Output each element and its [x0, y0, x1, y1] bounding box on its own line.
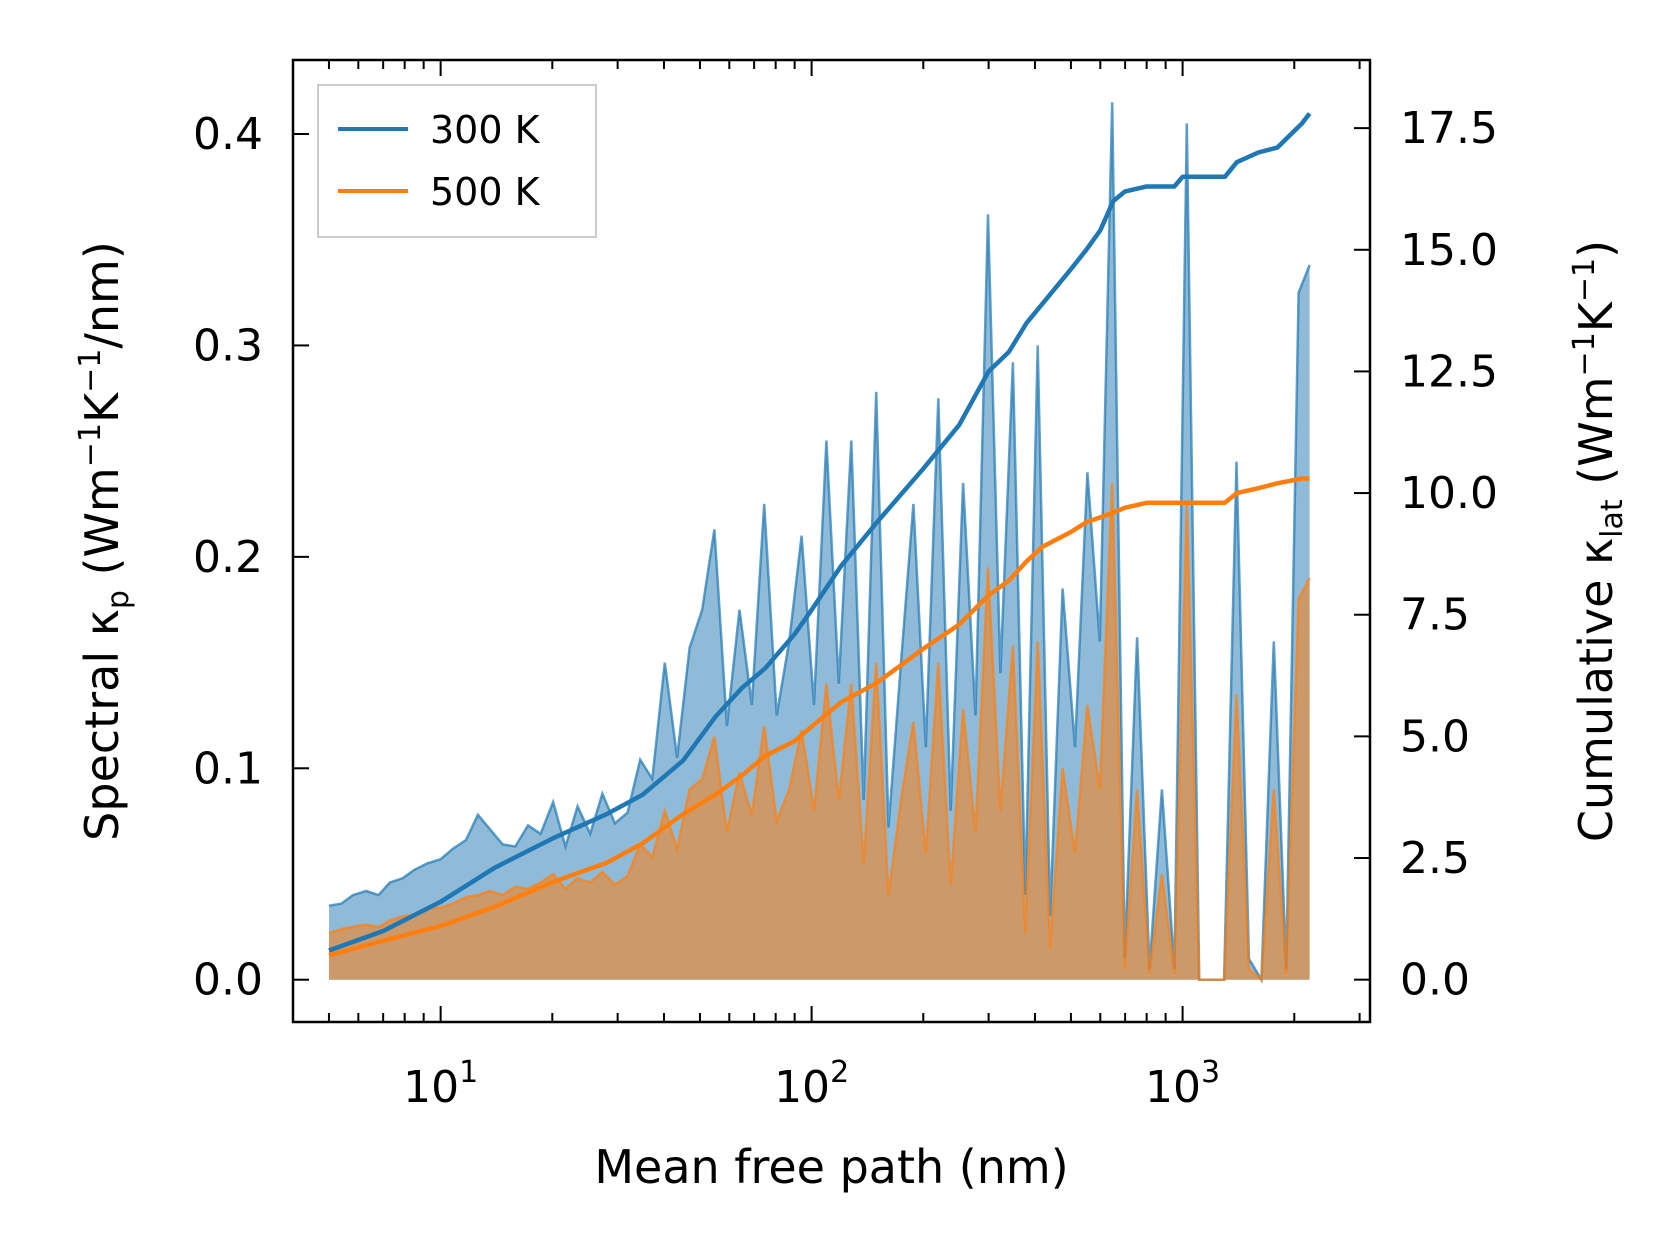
x-tick-base: 10 [774, 1062, 830, 1113]
spectral-fill-500k [329, 482, 1310, 980]
x-tick-exponent: 1 [459, 1055, 478, 1090]
right-y-tick-label: 12.5 [1400, 346, 1498, 397]
spectral-line-300k [328, 102, 1311, 984]
x-tick-exponent: 3 [1201, 1055, 1220, 1090]
x-tick-base: 10 [1145, 1062, 1201, 1113]
right-y-tick-label: 7.5 [1400, 590, 1470, 641]
x-tick-label: 103 [1145, 1055, 1220, 1113]
right-y-tick-label: 2.5 [1400, 833, 1470, 884]
right-y-tick-label: 5.0 [1400, 711, 1470, 762]
left-ylabel-k: K [75, 391, 129, 423]
right-y-tick-label: 17.5 [1400, 103, 1498, 154]
left-y-tick-label: 0.4 [193, 109, 263, 160]
x-tick-exponent: 2 [830, 1055, 849, 1090]
left-ylabel-sub: p [101, 590, 136, 609]
cumulative-line-layer [328, 112, 1312, 958]
right-ylabel-mid: (Wm [1569, 376, 1623, 499]
right-ylabel-k: K [1569, 300, 1623, 332]
cumulative-line-500k [328, 476, 1310, 958]
right-ylabel-sup2: −1 [1567, 258, 1602, 302]
x-tick-base: 10 [403, 1062, 459, 1113]
left-y-axis-label: Spectral κp (Wm−1K−1/nm) [73, 241, 136, 841]
left-y-tick-label: 0.3 [193, 320, 263, 371]
legend-label-500k: 500 K [430, 170, 541, 214]
left-ylabel-pre: Spectral κ [75, 609, 129, 841]
left-ylabel-sup1: −1 [73, 423, 108, 467]
right-y-tick-label: 0.0 [1400, 955, 1470, 1006]
right-ylabel-post: ) [1569, 240, 1623, 258]
legend: 300 K 500 K [317, 84, 597, 238]
cumulative-line-300k [328, 112, 1312, 953]
legend-label-300k: 300 K [430, 108, 541, 152]
right-y-tick-label: 10.0 [1400, 468, 1498, 519]
right-ylabel-sup1: −1 [1567, 332, 1602, 376]
left-y-tick-label: 0.2 [193, 532, 263, 583]
spectral-line-layer [328, 102, 1311, 984]
legend-box [317, 84, 597, 238]
spectral-line-500k [328, 482, 1311, 983]
tick-label-layer: 101 102 1030.00.10.20.30.40.02.55.07.510.0… [193, 103, 1498, 1113]
left-ylabel-sup2: −1 [73, 349, 108, 393]
spectral-fill-300k [329, 102, 1310, 980]
left-y-tick-label: 0.0 [193, 955, 263, 1006]
x-tick-label: 101 [403, 1055, 478, 1113]
plot-frame [291, 58, 1372, 1024]
left-ylabel-post: /nm) [75, 241, 129, 348]
right-ylabel-pre: Cumulative κ [1569, 538, 1623, 842]
spectral-fill-layer [329, 102, 1310, 980]
right-y-tick-label: 15.0 [1400, 225, 1498, 276]
right-ylabel-sub: lat [1595, 499, 1630, 538]
tick-layer [292, 60, 1370, 1022]
x-tick-label: 102 [774, 1055, 849, 1113]
right-y-axis-label: Cumulative κlat (Wm−1K−1) [1567, 240, 1630, 842]
left-ylabel-mid: (Wm [75, 467, 129, 590]
left-y-tick-label: 0.1 [193, 743, 263, 794]
x-axis-label: Mean free path (nm) [594, 1140, 1068, 1194]
